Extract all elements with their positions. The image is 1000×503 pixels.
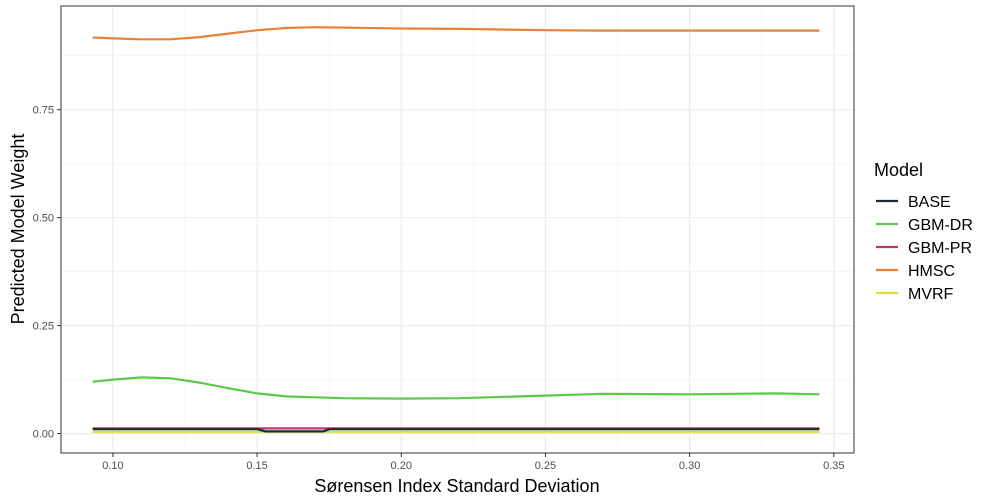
panel-border bbox=[60, 5, 855, 454]
y-tick-label: 0.00 bbox=[33, 429, 54, 441]
x-tick-label: 0.30 bbox=[679, 460, 700, 472]
series-line-gbm-dr bbox=[92, 376, 820, 400]
series-line-hmsc bbox=[92, 26, 820, 41]
legend-label-gbm-pr: GBM-PR bbox=[908, 240, 972, 257]
legend: Model BASE GBM-DR GBM-PR HMSC MVRF bbox=[874, 160, 973, 303]
x-tick-label: 0.15 bbox=[246, 460, 267, 472]
grid bbox=[61, 6, 854, 453]
y-tick-label: 0.75 bbox=[33, 105, 54, 117]
legend-label-hmsc: HMSC bbox=[908, 263, 955, 280]
legend-label-gbm-dr: GBM-DR bbox=[908, 217, 973, 234]
y-axis-title: Predicted Model Weight bbox=[8, 134, 28, 325]
series-line-base bbox=[92, 428, 820, 433]
x-tick-label: 0.25 bbox=[535, 460, 556, 472]
legend-title: Model bbox=[874, 160, 923, 180]
y-tick-label: 0.50 bbox=[33, 213, 54, 225]
panel-background bbox=[61, 6, 854, 453]
x-tick-label: 0.35 bbox=[823, 460, 844, 472]
y-tick-label: 0.25 bbox=[33, 321, 54, 333]
series-lines bbox=[92, 26, 820, 433]
y-axis-ticks: 0.00 0.25 0.50 0.75 bbox=[33, 105, 61, 441]
x-tick-label: 0.20 bbox=[391, 460, 412, 472]
legend-label-mvrf: MVRF bbox=[908, 286, 954, 303]
legend-items: BASE GBM-DR GBM-PR HMSC MVRF bbox=[876, 194, 973, 303]
x-axis-title: Sørensen Index Standard Deviation bbox=[314, 476, 599, 496]
x-tick-label: 0.10 bbox=[102, 460, 123, 472]
legend-label-base: BASE bbox=[908, 194, 951, 211]
x-axis-ticks: 0.10 0.15 0.20 0.25 0.30 0.35 bbox=[102, 453, 845, 472]
